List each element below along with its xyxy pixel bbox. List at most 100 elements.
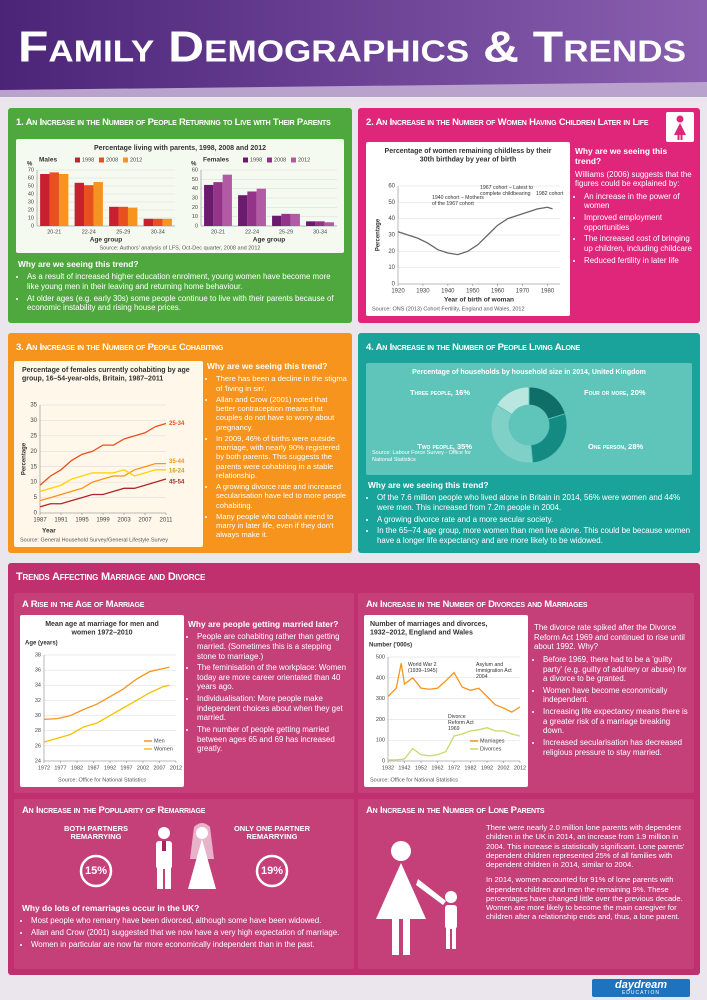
bar bbox=[247, 191, 257, 226]
y-tick-label: 70 bbox=[28, 167, 34, 173]
y-tick-label: 30 bbox=[30, 418, 37, 424]
bullet: The increased cost of bringing up childr… bbox=[584, 234, 695, 253]
annotation: World War 2 (1939–1945) bbox=[408, 662, 438, 674]
lone-parent-icon bbox=[376, 841, 457, 955]
legend-label: 2012 bbox=[298, 157, 310, 163]
x-axis-label: Year bbox=[42, 528, 56, 535]
legend-label: 2012 bbox=[130, 157, 142, 163]
x-tick-label: 1952 bbox=[415, 765, 427, 771]
chart-title: Mean age at marriage for men and women 19… bbox=[45, 621, 159, 637]
x-tick-label: 1972 bbox=[448, 765, 460, 771]
text-line: Immigration Act bbox=[476, 668, 512, 674]
bullet: Before 1969, there had to be a 'guilty p… bbox=[543, 655, 688, 684]
y-tick-label: 20 bbox=[30, 449, 37, 455]
line-series bbox=[43, 684, 170, 743]
line-series bbox=[397, 206, 553, 256]
y-tick-label: 20 bbox=[388, 249, 395, 255]
line-series bbox=[39, 462, 166, 502]
panel-cohabiting: 3. An Increase in the Number of People C… bbox=[8, 333, 352, 553]
logo-tagline: education bbox=[621, 990, 661, 996]
chart: Percentage living with parents, 1998, 20… bbox=[27, 145, 337, 251]
x-tick-label: 1999 bbox=[96, 518, 110, 524]
bar bbox=[238, 195, 248, 226]
y-tick-label: 25 bbox=[30, 433, 37, 439]
y-axis-label: Number ('000s) bbox=[369, 643, 412, 649]
bar bbox=[118, 206, 128, 226]
x-tick-label: 1982 bbox=[71, 765, 83, 771]
bullet: Increasing life expectancy means there i… bbox=[543, 707, 688, 736]
text-block: Why are we seeing this trend? Of the 7.6… bbox=[368, 480, 692, 547]
x-tick-label: 1950 bbox=[466, 289, 480, 295]
y-tick-label: 100 bbox=[376, 738, 385, 744]
chart-box bbox=[14, 361, 203, 547]
panel-alone: 4. An Increase in the Number of People L… bbox=[358, 333, 700, 553]
series-label: 45-54 bbox=[169, 480, 185, 486]
text-line: of the 1967 cohort bbox=[432, 201, 474, 207]
text-block: There were nearly 2.0 million lone paren… bbox=[486, 823, 688, 925]
panel-title: Trends Affecting Marriage and Divorce bbox=[16, 571, 206, 583]
panel-title: 1. An Increase in the Number of People R… bbox=[16, 117, 331, 128]
y-axis-label: % bbox=[191, 162, 197, 168]
bullet: There has been a decline in the stigma o… bbox=[216, 374, 347, 393]
y-tick-label: 0 bbox=[392, 282, 396, 288]
y-tick-label: 32 bbox=[35, 698, 41, 704]
chart-subtitle: Females bbox=[203, 157, 229, 164]
text-block: Why are people getting married later? Pe… bbox=[188, 619, 348, 756]
stat-ring bbox=[255, 854, 289, 888]
bullet-list: There has been a decline in the stigma o… bbox=[207, 374, 347, 539]
x-tick-label: 1997 bbox=[120, 765, 132, 771]
sub-title: An Increase in the Number of Divorces an… bbox=[366, 599, 588, 610]
x-tick-label: 1960 bbox=[491, 289, 505, 295]
y-tick-label: 0 bbox=[31, 223, 34, 229]
chart-title: Percentage of women remaining childless … bbox=[385, 148, 552, 164]
bar bbox=[162, 218, 172, 226]
y-tick-label: 50 bbox=[388, 200, 395, 206]
text-line: World War 2 bbox=[408, 662, 437, 668]
bullet-list: Before 1969, there had to be a 'guilty p… bbox=[534, 655, 688, 757]
couple-icon bbox=[156, 823, 216, 889]
chart-source: Source: Authors' analysis of LFS, Oct-De… bbox=[100, 245, 261, 251]
annotation: 1967 cohort – Latest to complete childbea… bbox=[480, 185, 533, 197]
text-block: Why are we seeing this trend? Williams (… bbox=[575, 146, 695, 267]
y-tick-label: 40 bbox=[28, 191, 34, 197]
text-line: group, 16–54-year-olds, Britain, 1987–20… bbox=[22, 375, 163, 382]
text-line: 1982 cohort bbox=[536, 191, 564, 197]
x-tick-label: 25-29 bbox=[116, 229, 130, 235]
bullet: The number of people getting married bet… bbox=[197, 725, 348, 754]
bullet: A growing divorce rate and increased sec… bbox=[216, 482, 347, 510]
header-edge bbox=[0, 82, 707, 97]
bar bbox=[281, 213, 291, 226]
panel-title: 4. An Increase in the Number of People L… bbox=[366, 342, 581, 353]
text-line: Divorce bbox=[448, 714, 466, 720]
header-band bbox=[0, 0, 707, 90]
y-tick-label: 26 bbox=[35, 743, 41, 749]
y-axis-label: % bbox=[27, 162, 33, 168]
legend-label: 1998 bbox=[250, 157, 262, 163]
x-tick-label: 1991 bbox=[54, 518, 68, 524]
x-tick-label: 1980 bbox=[541, 289, 555, 295]
y-tick-label: 10 bbox=[388, 265, 395, 271]
bar bbox=[84, 185, 94, 226]
series-label: 16-24 bbox=[169, 468, 185, 474]
text-line: 2004 bbox=[476, 674, 488, 680]
heading: Why are we seeing this trend? bbox=[18, 259, 139, 269]
y-tick-label: 40 bbox=[192, 186, 198, 192]
x-tick-label: 2003 bbox=[117, 518, 131, 524]
heading: Why are we seeing this trend? bbox=[368, 480, 489, 490]
text-line: 1967 cohort – Latest to bbox=[480, 185, 533, 191]
logo-name: daydream bbox=[615, 979, 667, 991]
x-axis-label: Age group bbox=[253, 237, 286, 244]
panel-childless: 2. An Increase in the Number of Women Ha… bbox=[358, 108, 700, 323]
x-tick-label: 1930 bbox=[416, 289, 430, 295]
legend-swatch bbox=[123, 157, 128, 163]
line-series bbox=[387, 727, 521, 761]
bar bbox=[143, 218, 154, 226]
header: Family Demographics & Trends bbox=[0, 0, 707, 97]
y-tick-label: 200 bbox=[376, 717, 385, 723]
y-tick-label: 24 bbox=[35, 758, 41, 764]
woman-icon bbox=[666, 112, 694, 142]
bar bbox=[324, 222, 334, 226]
y-tick-label: 30 bbox=[388, 233, 395, 239]
x-axis-label: Age group bbox=[90, 237, 123, 244]
